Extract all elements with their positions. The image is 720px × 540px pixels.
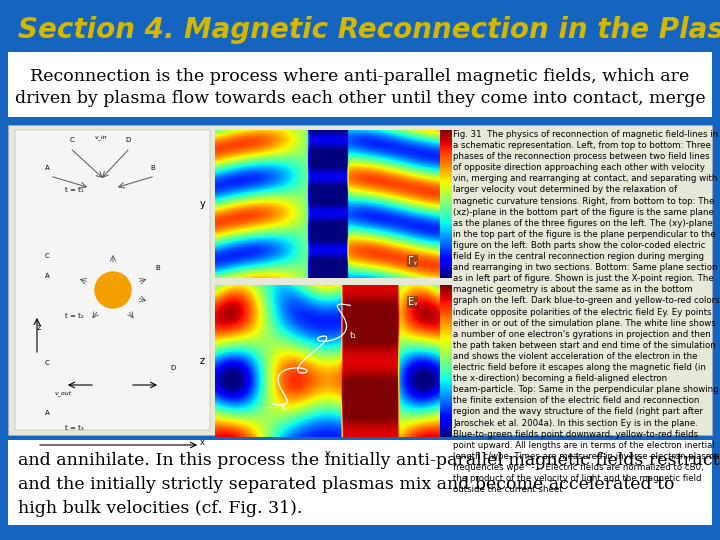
Text: Eᵧ: Eᵧ <box>408 297 418 307</box>
Text: Fig. 31  The physics of reconnection of magnetic field-lines in a schematic repr: Fig. 31 The physics of reconnection of m… <box>453 130 719 494</box>
Text: A: A <box>45 165 50 171</box>
Text: Section 4. Magnetic Reconnection in the Plasma: Section 4. Magnetic Reconnection in the … <box>18 16 720 44</box>
Text: t = t₃: t = t₃ <box>65 425 84 431</box>
Text: A: A <box>45 273 50 279</box>
Bar <box>15 130 210 430</box>
Text: C: C <box>45 360 50 366</box>
Text: Reconnection is the process where anti-parallel magnetic fields, which are: Reconnection is the process where anti-p… <box>30 68 690 85</box>
Text: ~~~~ t₀: ~~~~ t₀ <box>256 404 287 410</box>
Text: t₁: t₁ <box>350 331 357 340</box>
Bar <box>8 52 712 117</box>
Text: v_out: v_out <box>55 391 72 397</box>
Text: x: x <box>325 449 330 459</box>
Text: A: A <box>45 410 50 416</box>
Text: Γᵧ: Γᵧ <box>408 256 418 266</box>
Text: D: D <box>170 365 175 371</box>
Bar <box>8 440 712 525</box>
Text: v_in: v_in <box>95 134 107 140</box>
Text: B: B <box>150 165 155 171</box>
Text: C: C <box>45 253 50 259</box>
Text: x: x <box>200 438 205 447</box>
Text: B: B <box>155 265 160 271</box>
Text: z: z <box>37 323 41 332</box>
Text: C: C <box>70 137 75 143</box>
Bar <box>8 125 712 435</box>
Text: and annihilate. In this process the initially anti-parallel magnetic fields rest: and annihilate. In this process the init… <box>18 452 720 517</box>
Text: driven by plasma flow towards each other until they come into contact, merge: driven by plasma flow towards each other… <box>14 90 706 107</box>
Text: t = t₂: t = t₂ <box>65 313 84 319</box>
Text: y: y <box>199 199 205 209</box>
Text: z: z <box>200 356 205 366</box>
Text: D: D <box>125 137 130 143</box>
Circle shape <box>95 272 131 308</box>
Text: t = t₁: t = t₁ <box>65 187 84 193</box>
